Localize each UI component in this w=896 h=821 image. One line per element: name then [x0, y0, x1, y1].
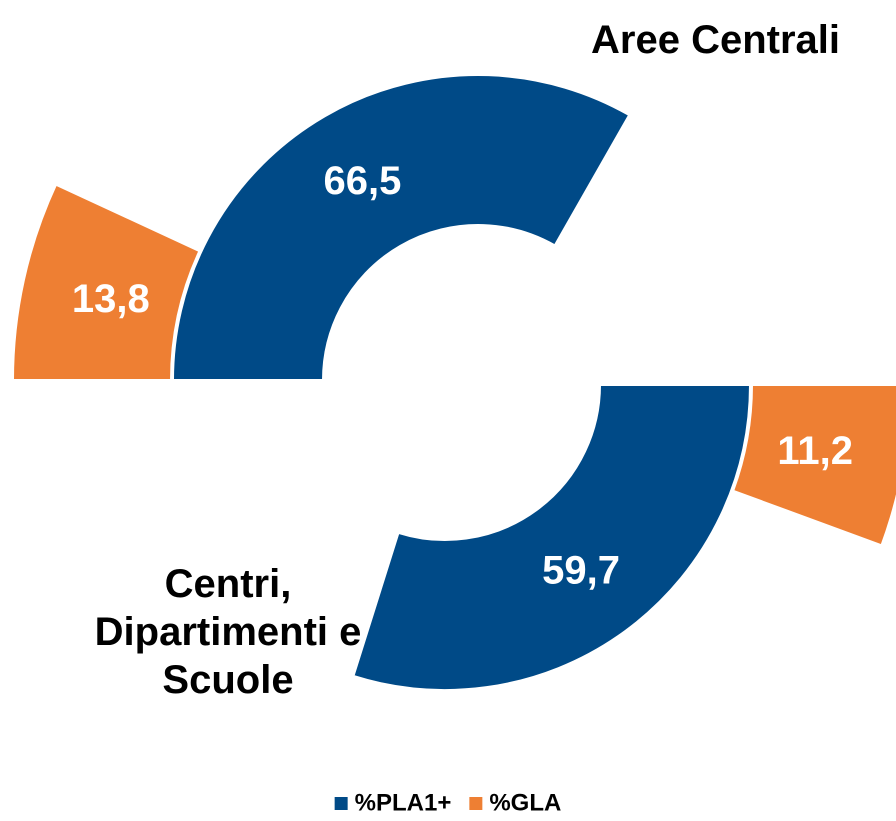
legend-swatch [334, 797, 348, 810]
category-title: Centri, Dipartimenti e Scuole [94, 562, 362, 702]
ring-segment [352, 384, 752, 691]
ring-segment [171, 74, 631, 381]
ring-segment [11, 183, 201, 381]
data-label: 11,2 [777, 429, 853, 473]
legend-label: %GLA [489, 790, 561, 817]
legend-swatch [469, 797, 483, 810]
data-label: 66,5 [324, 159, 402, 203]
ring-segment [731, 384, 896, 547]
legend-label: %PLA1+ [355, 790, 452, 817]
data-label: 59,7 [542, 548, 620, 592]
data-label: 13,8 [72, 277, 150, 321]
category-title: Aree Centrali [591, 18, 840, 62]
